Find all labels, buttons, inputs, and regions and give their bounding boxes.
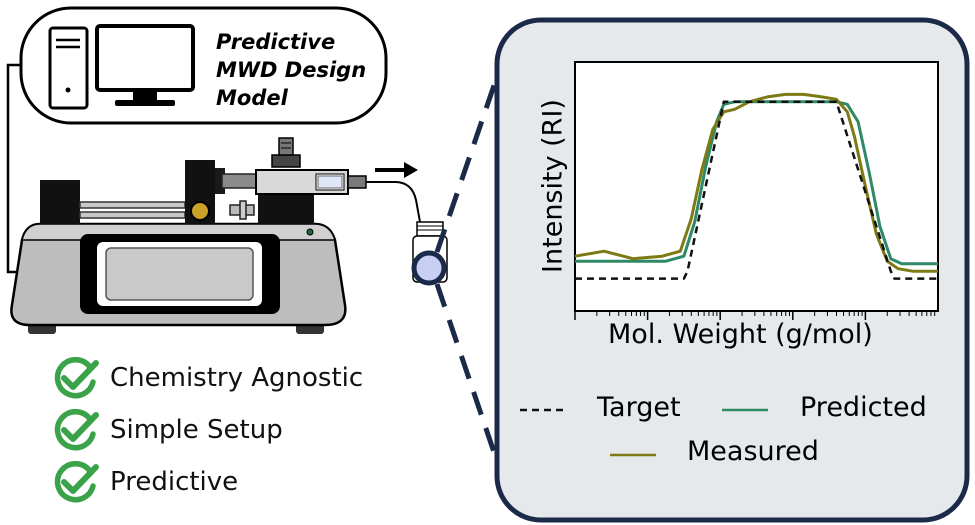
- legend-predicted-label: Predicted: [800, 392, 927, 423]
- model-title-line-3: Model: [216, 86, 288, 110]
- feature-item: Predictive: [52, 461, 412, 505]
- monitor-icon: [95, 24, 195, 106]
- feature-label: Simple Setup: [110, 415, 283, 445]
- check-circle-icon: [54, 461, 99, 503]
- series-line-measured: [574, 92, 938, 273]
- syringe-pump: [10, 137, 367, 334]
- feature-item: Chemistry Agnostic: [52, 357, 412, 401]
- legend-target-label: Target: [597, 392, 681, 423]
- feature-label: Chemistry Agnostic: [110, 363, 364, 393]
- magnifier-circle: [411, 250, 447, 286]
- computer-tower-icon: [48, 26, 89, 110]
- check-circle-icon: [54, 409, 99, 451]
- x-axis-ticks: [574, 311, 936, 320]
- zoom-line-bottom: [434, 283, 503, 471]
- flow-arrow-icon: [375, 162, 418, 178]
- tubing: [366, 181, 421, 223]
- feature-item: Simple Setup: [52, 409, 412, 453]
- series-layer: [574, 92, 938, 280]
- feature-label: Predictive: [110, 467, 239, 497]
- brass-knob: [190, 201, 210, 221]
- x-axis-label: Mol. Weight (g/mol): [608, 319, 873, 350]
- series-line-target: [575, 100, 938, 280]
- check-circle-icon: [54, 357, 99, 399]
- y-axis-label: Intensity (RI): [537, 99, 569, 273]
- model-title-line-2: MWD Design: [216, 58, 367, 82]
- legend-measured-label: Measured: [687, 436, 819, 467]
- zoom-line-top: [434, 67, 503, 253]
- model-title: Predictive MWD Design Model: [216, 28, 376, 112]
- model-title-line-1: Predictive: [216, 30, 336, 54]
- plot-area: [574, 61, 939, 312]
